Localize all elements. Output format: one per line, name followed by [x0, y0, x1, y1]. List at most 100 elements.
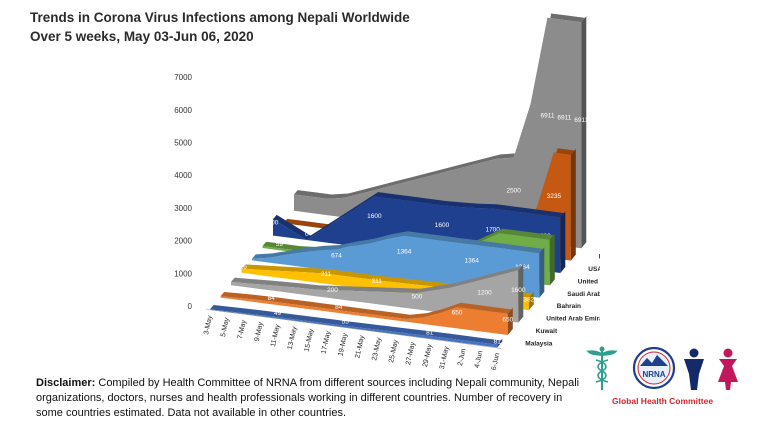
- y-tick-label: 1000: [174, 269, 192, 278]
- data-label: 311: [321, 271, 332, 278]
- series-end-cap: [539, 247, 545, 298]
- series-end-cap: [560, 211, 566, 273]
- series-depth-face: [220, 291, 512, 320]
- data-label: 1600: [511, 287, 526, 294]
- data-label: 81: [426, 330, 434, 337]
- x-tick-label: 15-May: [304, 328, 316, 353]
- data-label: 2500: [506, 187, 521, 194]
- data-label: 1200: [477, 290, 492, 297]
- x-tick-label: 4-Jun: [474, 350, 485, 369]
- chart-canvas: 2500691169116911Qatar3235Nepal5000160016…: [174, 13, 600, 370]
- series-end-cap: [507, 307, 513, 335]
- caduceus-icon: [586, 346, 618, 390]
- nrna-emblem-text: NRNA: [642, 370, 665, 379]
- legend-label: United Arab Emirates: [546, 316, 600, 323]
- data-label: 55: [342, 319, 350, 326]
- chart-title-line-1: Trends in Corona Virus Infections among …: [30, 10, 410, 25]
- x-axis-line: [205, 308, 502, 349]
- chart-title: Trends in Corona Virus Infections among …: [30, 8, 410, 46]
- male-figure-icon: [684, 348, 704, 390]
- x-tick-label: 7-May: [237, 319, 248, 340]
- series-depth-face: [210, 305, 501, 345]
- x-tick-label: 25-May: [388, 339, 400, 364]
- data-label: 49: [274, 310, 282, 317]
- x-tick-label: 23-May: [371, 336, 383, 361]
- series-end-cap: [549, 233, 555, 286]
- series-end-cap: [518, 264, 524, 323]
- x-tick-label: 6-Jun: [491, 352, 502, 370]
- y-tick-label: 0: [188, 302, 193, 311]
- data-label: 1700: [485, 227, 500, 234]
- legend-label: Bahrain: [557, 303, 581, 310]
- series-area: [294, 17, 582, 249]
- logo-caption: Global Health Committee: [612, 396, 714, 406]
- data-label: 1364: [464, 257, 479, 264]
- y-tick-label: 2000: [174, 237, 192, 246]
- data-label: 650: [502, 316, 513, 323]
- series-qatar: 2500691169116911Qatar: [294, 13, 589, 249]
- x-tick-label: 3-May: [203, 314, 214, 335]
- data-label: 500: [411, 293, 422, 300]
- x-tick-label: 2-Jun: [457, 348, 468, 367]
- data-label: 650: [452, 310, 463, 317]
- y-tick-label: 3000: [174, 204, 192, 213]
- series-area: [220, 296, 508, 335]
- legend-label: Nepal: [599, 254, 600, 261]
- data-label: 0: [305, 231, 309, 238]
- disclaimer-text: Compiled by Health Committee of NRNA fro…: [36, 377, 580, 419]
- x-tick-label: 9-May: [254, 321, 265, 342]
- data-label: 126: [236, 264, 247, 271]
- disclaimer-label: Disclaimer:: [36, 377, 96, 389]
- nrna-emblem: NRNA: [632, 346, 676, 390]
- global-health-committee-logo: NRNA: [586, 346, 738, 390]
- data-label: 500: [268, 220, 279, 227]
- x-tick-label: 13-May: [287, 325, 299, 350]
- series-end-cap: [581, 16, 587, 249]
- data-label: 674: [331, 252, 342, 259]
- data-label: 84: [268, 295, 276, 302]
- disclaimer: Disclaimer: Compiled by Health Committee…: [36, 376, 581, 421]
- legend-label: Kuwait: [536, 328, 558, 335]
- data-label: 3235: [547, 193, 562, 200]
- legend-label: Malaysia: [525, 340, 552, 347]
- data-label: 84: [335, 304, 343, 311]
- data-label: 6911: [574, 117, 588, 124]
- series-kuwait: 84 84 650 650 Kuwait: [220, 291, 558, 335]
- x-axis: 3-May 5-May 7-May 9-May 11-May 13-May 15-May 17…: [203, 308, 502, 370]
- x-tick-label: 11-May: [270, 323, 282, 347]
- series-end-cap: [570, 148, 576, 261]
- y-axis: 7000 6000 5000 4000 3000 2000 1000 0: [174, 73, 192, 311]
- female-figure-icon: [718, 348, 738, 390]
- series-depth-face: [231, 265, 522, 294]
- data-label: 6911: [541, 113, 555, 120]
- series-end-cap: [528, 291, 534, 311]
- data-label: 1364: [397, 249, 412, 256]
- chart-title-line-2: Over 5 weeks, May 03-Jun 06, 2020: [30, 29, 254, 44]
- x-tick-label: 17-May: [321, 330, 333, 355]
- y-tick-label: 6000: [174, 106, 192, 115]
- data-label: 311: [372, 278, 383, 285]
- legend-label: United Kingdom: [578, 278, 600, 285]
- data-label: 6911: [557, 115, 571, 122]
- x-tick-label: 5-May: [220, 317, 231, 338]
- data-label: 200: [327, 287, 338, 294]
- data-label: 1600: [367, 213, 382, 220]
- series-depth-face: [273, 192, 564, 240]
- y-tick-label: 7000: [174, 73, 192, 82]
- x-tick-label: 27-May: [405, 341, 417, 366]
- y-tick-label: 5000: [174, 139, 192, 148]
- legend-label: Saudi Arabia: [567, 291, 600, 298]
- data-label: 59: [276, 241, 284, 248]
- legend-label: USA: [588, 266, 600, 273]
- x-tick-label: 21-May: [354, 334, 366, 359]
- x-tick-label: 31-May: [439, 345, 451, 370]
- x-tick-label: 29-May: [422, 343, 434, 368]
- series-end-cap: [497, 338, 503, 348]
- series-depth-face: [252, 231, 543, 259]
- data-label: 382: [523, 296, 534, 303]
- series-layer: 2500691169116911Qatar3235Nepal5000160016…: [210, 13, 600, 348]
- data-label: 81: [494, 338, 502, 345]
- data-label: 1600: [435, 222, 450, 229]
- x-tick-label: 19-May: [337, 332, 349, 357]
- y-tick-label: 4000: [174, 171, 192, 180]
